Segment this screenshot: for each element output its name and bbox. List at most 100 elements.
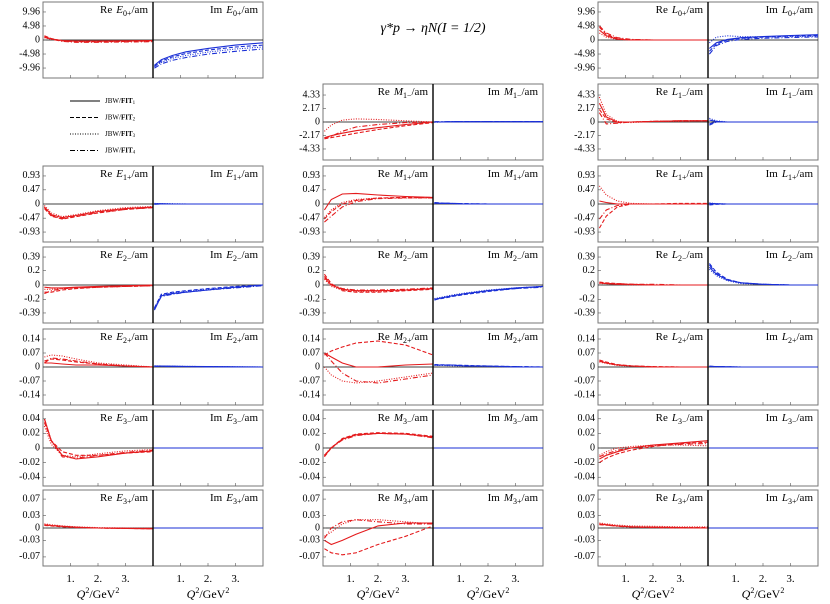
label-symbol: E [115, 331, 123, 343]
x-label-var: Q [357, 587, 366, 601]
y-tick-label: 0.02 [578, 428, 596, 439]
label-symbol: M [503, 331, 514, 343]
x-tick-label: 2. [759, 573, 768, 585]
panel-label: Im M1+/am [488, 168, 539, 182]
y-tick-label: -0.03 [299, 535, 320, 546]
y-tick-label: 0.14 [303, 333, 321, 344]
label-unit: /am [522, 86, 539, 98]
label-sub: 3− [123, 417, 132, 426]
x-axis-label: Q2/GeV2 [742, 586, 785, 601]
y-tick-label: 0 [590, 442, 595, 453]
label-symbol: L [781, 168, 788, 180]
y-tick-label: 0.93 [578, 170, 596, 181]
y-tick-label: 0 [590, 522, 595, 533]
x-tick-label: 3. [121, 573, 130, 585]
x-tick-label: 2. [94, 573, 103, 585]
label-symbol: E [115, 168, 123, 180]
x-label-unit: /GeV [89, 587, 115, 601]
y-tick-label: 0.07 [303, 347, 321, 358]
label-part: Re [100, 412, 112, 424]
label-unit: /am [687, 412, 704, 424]
label-part: Im [488, 492, 501, 504]
curve [153, 284, 263, 309]
label-symbol: M [503, 492, 514, 504]
label-symbol: M [393, 86, 404, 98]
curve [323, 276, 433, 291]
y-tick-label: 0.03 [23, 510, 41, 521]
label-part: Im [766, 86, 779, 98]
y-tick-label: 0 [315, 361, 320, 372]
label-part: Re [378, 86, 390, 98]
panel-label: Re L0+/am [656, 4, 704, 18]
curve [708, 36, 818, 55]
curve [323, 352, 433, 384]
label-symbol: M [503, 249, 514, 261]
label-part: Im [488, 86, 501, 98]
y-tick-label: -0.07 [299, 551, 320, 562]
label-part: Im [210, 168, 223, 180]
label-symbol: M [393, 249, 404, 261]
label-part: Re [100, 168, 112, 180]
y-tick-label: 0.93 [303, 170, 321, 181]
x-label-upow: 2 [670, 586, 674, 595]
x-label-unit: /GeV [644, 587, 670, 601]
curve [153, 284, 263, 311]
y-tick-label: 4.98 [23, 20, 41, 31]
label-symbol: L [671, 412, 678, 424]
label-unit: /am [522, 412, 539, 424]
label-unit: /am [687, 331, 704, 343]
curve [323, 366, 433, 384]
panel-label: Re M1−/am [378, 86, 429, 100]
label-part: Im [766, 4, 779, 16]
legend-label: JBW/FIT1 [105, 97, 136, 107]
x-label-upow: 2 [780, 586, 784, 595]
y-tick-label: -0.93 [574, 226, 595, 237]
label-unit: /am [242, 331, 259, 343]
x-tick-label: 1. [346, 573, 355, 585]
label-unit: /am [797, 4, 814, 16]
curve [598, 202, 708, 229]
curve [708, 264, 818, 286]
y-tick-label: 0.2 [28, 265, 41, 276]
label-part: Im [210, 412, 223, 424]
label-sub: 2− [123, 254, 132, 263]
curve [44, 36, 153, 42]
label-symbol: M [503, 412, 514, 424]
x-label-upow: 2 [115, 586, 119, 595]
x-tick-label: 2. [649, 573, 658, 585]
curve [708, 263, 818, 286]
curve [43, 206, 153, 219]
curve [44, 36, 153, 43]
curve [44, 524, 153, 529]
label-part: Im [766, 412, 779, 424]
label-unit: /am [687, 168, 704, 180]
y-tick-label: 0.39 [578, 251, 596, 262]
curve [599, 441, 708, 464]
y-tick-label: -0.39 [19, 307, 40, 318]
label-unit: /am [412, 86, 429, 98]
y-tick-label: -0.07 [574, 551, 595, 562]
y-tick-label: 0.04 [23, 413, 41, 424]
curve [434, 364, 543, 368]
panel-label: Re L3+/am [656, 492, 704, 506]
y-tick-label: -0.47 [574, 212, 595, 223]
label-symbol: E [115, 412, 123, 424]
label-symbol: M [503, 86, 514, 98]
label-unit: /am [412, 492, 429, 504]
curve [324, 352, 433, 368]
label-sub: 3− [513, 417, 522, 426]
curve [323, 196, 433, 220]
label-sub: 1− [403, 91, 412, 100]
x-axis-label: Q2/GeV2 [632, 586, 675, 601]
y-tick-label: -4.33 [574, 143, 595, 154]
label-unit: /am [687, 492, 704, 504]
label-part: Re [656, 412, 668, 424]
label-symbol: M [393, 331, 404, 343]
legend-sub: 4 [133, 151, 136, 156]
curve [598, 203, 708, 220]
label-unit: /am [522, 249, 539, 261]
x-tick-label: 1. [66, 573, 75, 585]
y-tick-label: 0 [35, 279, 40, 290]
curve [323, 197, 433, 218]
panel-label: Re M2+/am [378, 331, 429, 345]
